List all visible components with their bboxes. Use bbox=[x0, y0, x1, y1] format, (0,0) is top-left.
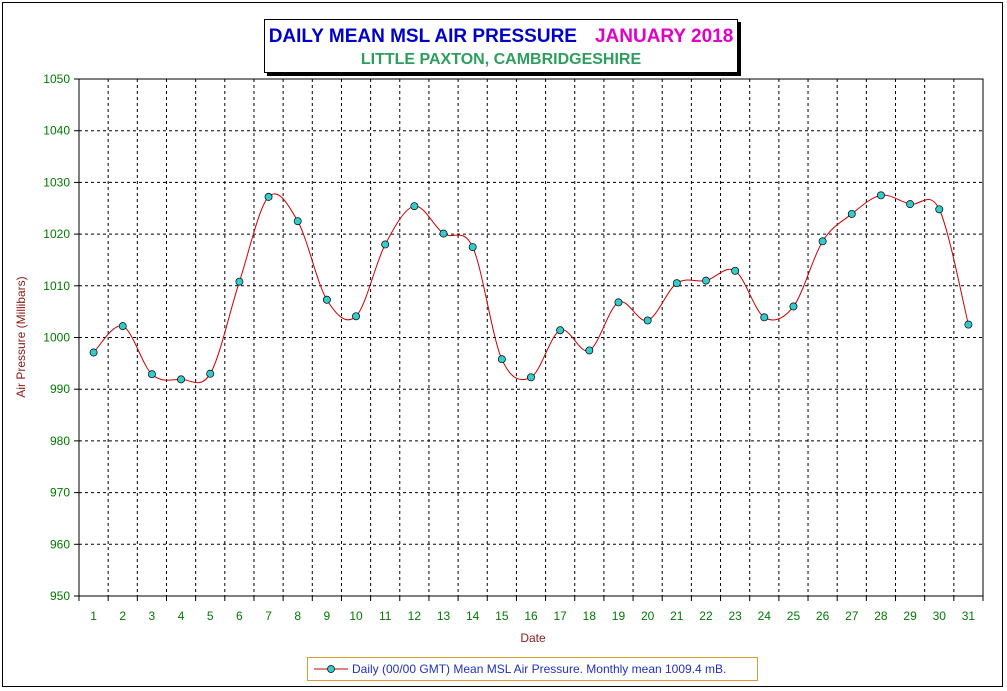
x-axis-title: Date bbox=[520, 631, 546, 645]
x-tick-label: 17 bbox=[553, 609, 567, 623]
data-point bbox=[264, 192, 273, 201]
y-tick-label: 1030 bbox=[43, 175, 70, 189]
y-tick-label: 950 bbox=[50, 589, 70, 603]
x-tick-label: 14 bbox=[466, 609, 480, 623]
data-point bbox=[672, 279, 681, 288]
x-tick-label: 24 bbox=[758, 609, 772, 623]
series-line bbox=[93, 193, 969, 384]
data-point bbox=[177, 375, 186, 384]
y-tick-label: 980 bbox=[50, 434, 70, 448]
legend-label: Daily (00/00 GMT) Mean MSL Air Pressure.… bbox=[352, 662, 727, 676]
chart-title-box: DAILY MEAN MSL AIR PRESSURE JANUARY 2018 … bbox=[264, 19, 738, 73]
x-tick-label: 21 bbox=[670, 609, 684, 623]
data-point bbox=[293, 217, 302, 226]
data-point bbox=[818, 237, 827, 246]
data-point bbox=[760, 313, 769, 322]
x-tick-label: 28 bbox=[874, 609, 888, 623]
data-point bbox=[527, 373, 535, 382]
x-tick-label: 10 bbox=[349, 609, 363, 623]
data-point bbox=[235, 277, 244, 286]
x-tick-label: 20 bbox=[641, 609, 655, 623]
data-point bbox=[847, 209, 856, 218]
x-tick-label: 27 bbox=[845, 609, 859, 623]
x-tick-label: 19 bbox=[612, 609, 626, 623]
x-tick-label: 2 bbox=[119, 609, 126, 623]
x-tick-label: 5 bbox=[207, 609, 214, 623]
y-tick-label: 1000 bbox=[43, 331, 70, 345]
y-tick-label: 1020 bbox=[43, 227, 70, 241]
x-tick-label: 8 bbox=[294, 609, 301, 623]
data-point bbox=[614, 298, 623, 307]
title-main: DAILY MEAN MSL AIR PRESSURE bbox=[268, 26, 577, 47]
data-point bbox=[89, 348, 98, 357]
legend-swatch bbox=[314, 665, 348, 673]
x-tick-label: 3 bbox=[149, 609, 156, 623]
x-tick-label: 31 bbox=[962, 609, 976, 623]
x-tick-label: 6 bbox=[236, 609, 243, 623]
data-point bbox=[964, 320, 973, 329]
x-tick-label: 7 bbox=[265, 609, 272, 623]
data-point bbox=[702, 276, 710, 285]
x-tick-label: 18 bbox=[583, 609, 597, 623]
data-point bbox=[352, 312, 360, 321]
x-tick-label: 1 bbox=[90, 609, 97, 623]
chart-title: DAILY MEAN MSL AIR PRESSURE JANUARY 2018 bbox=[265, 26, 737, 48]
data-point bbox=[731, 266, 740, 275]
grid bbox=[79, 79, 983, 596]
x-tick-label: 15 bbox=[495, 609, 509, 623]
data-point bbox=[147, 370, 156, 379]
x-tick-label: 9 bbox=[324, 609, 331, 623]
data-point bbox=[556, 326, 565, 335]
y-tick-label: 970 bbox=[50, 486, 70, 500]
x-axis: 1 2 3 4 5 6 7 8 9 10 11 12 13 14 15 16 17 18 19 20 21 22 23 24 2… bbox=[78, 596, 984, 623]
data-point bbox=[322, 295, 331, 304]
series-points bbox=[89, 191, 973, 384]
y-axis: 950 960 970 980 990 1000 1010 1020 1030 1040 1050 bbox=[43, 72, 79, 603]
x-tick-label: 23 bbox=[728, 609, 742, 623]
y-axis-title: Air Pressure (Millibars) bbox=[14, 276, 28, 397]
data-point bbox=[789, 302, 798, 311]
x-tick-label: 29 bbox=[903, 609, 917, 623]
x-tick-label: 30 bbox=[933, 609, 947, 623]
data-point bbox=[410, 202, 419, 211]
data-point bbox=[381, 240, 390, 249]
x-tick-label: 22 bbox=[699, 609, 713, 623]
y-tick-label: 990 bbox=[50, 382, 70, 396]
data-point bbox=[206, 369, 215, 378]
x-tick-label: 16 bbox=[524, 609, 538, 623]
data-point bbox=[935, 205, 944, 214]
data-point bbox=[585, 346, 594, 355]
data-point bbox=[118, 322, 127, 331]
y-tick-label: 1050 bbox=[43, 72, 70, 86]
y-tick-label: 1040 bbox=[43, 124, 70, 138]
x-tick-label: 13 bbox=[437, 609, 451, 623]
data-point bbox=[468, 243, 477, 251]
data-point bbox=[439, 229, 448, 238]
y-tick-label: 1010 bbox=[43, 279, 70, 293]
data-point bbox=[906, 200, 915, 209]
data-point bbox=[643, 316, 652, 325]
x-tick-label: 11 bbox=[379, 609, 392, 623]
data-point bbox=[876, 191, 885, 200]
x-tick-label: 26 bbox=[816, 609, 830, 623]
x-tick-label: 25 bbox=[787, 609, 801, 623]
title-month: JANUARY 2018 bbox=[594, 26, 734, 47]
data-point bbox=[497, 355, 506, 364]
legend: Daily (00/00 GMT) Mean MSL Air Pressure.… bbox=[307, 657, 758, 681]
x-tick-label: 4 bbox=[178, 609, 185, 623]
x-tick-label: 12 bbox=[408, 609, 422, 623]
chart-subtitle: LITTLE PAXTON, CAMBRIDGESHIRE bbox=[360, 51, 642, 68]
y-tick-label: 960 bbox=[50, 537, 70, 551]
